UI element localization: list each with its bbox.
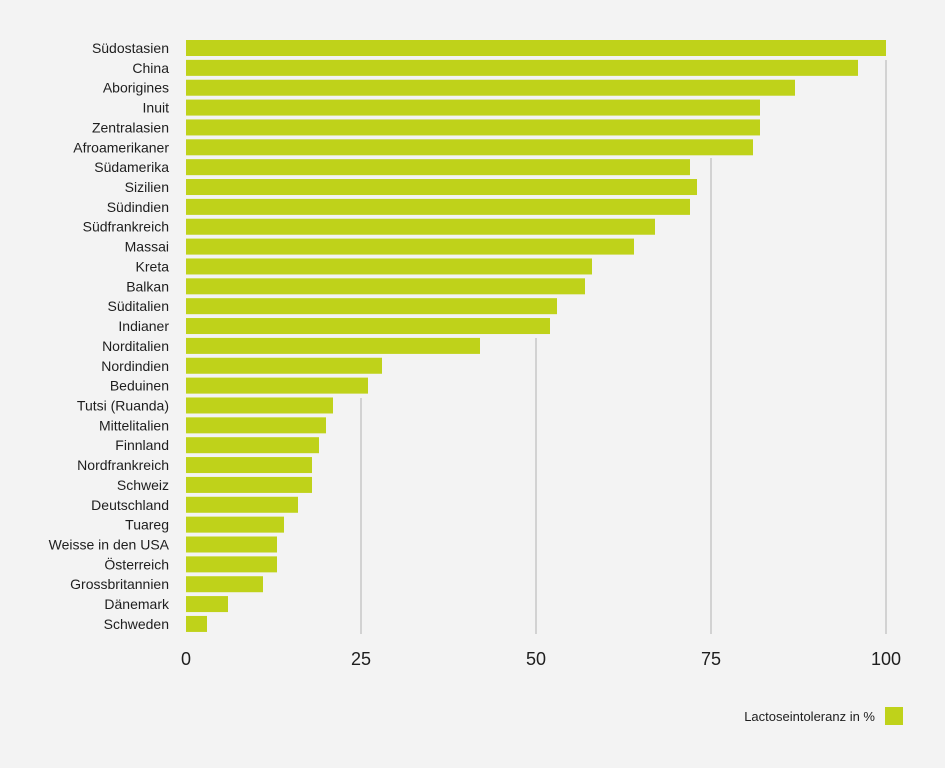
bar-26 [186, 556, 277, 573]
tick-label-0: 0 [181, 649, 191, 669]
category-label-7: Sizilien [125, 179, 169, 195]
category-label-23: Deutschland [91, 497, 169, 513]
bar-17 [186, 377, 368, 394]
bar-25 [186, 536, 277, 553]
category-label-29: Schweden [104, 616, 169, 632]
category-label-11: Kreta [136, 258, 170, 274]
bar-9 [186, 218, 655, 235]
bar-15 [186, 337, 480, 354]
bar-28 [186, 596, 228, 613]
bar-20 [186, 437, 319, 454]
bar-2 [186, 79, 795, 96]
tick-label-75: 75 [701, 649, 721, 669]
bar-14 [186, 318, 550, 335]
category-label-0: Südostasien [92, 40, 169, 56]
gridlines [360, 60, 887, 634]
category-label-19: Mittelitalien [99, 417, 169, 433]
bar-22 [186, 476, 312, 493]
bar-5 [186, 139, 753, 156]
bar-4 [186, 119, 760, 136]
bar-12 [186, 278, 585, 295]
category-label-10: Massai [125, 239, 169, 255]
legend-label: Lactoseintoleranz in % [744, 708, 875, 724]
category-label-14: Indianer [118, 318, 169, 334]
category-label-12: Balkan [126, 278, 169, 294]
category-label-8: Südindien [107, 199, 169, 215]
category-label-24: Tuareg [125, 517, 169, 533]
bar-18 [186, 397, 333, 414]
legend-swatch [885, 707, 903, 725]
category-label-25: Weisse in den USA [49, 537, 170, 553]
bars [186, 40, 886, 632]
category-label-1: China [132, 60, 169, 76]
bar-27 [186, 576, 263, 593]
category-labels: Südostasien China Aborigines Inuit Zentralas… [49, 40, 170, 632]
bar-10 [186, 238, 634, 255]
category-label-27: Grossbritannien [70, 576, 169, 592]
bar-6 [186, 159, 690, 176]
category-label-26: Österreich [104, 555, 169, 572]
bar-24 [186, 516, 284, 533]
bar-16 [186, 357, 382, 374]
category-label-28: Dänemark [104, 596, 170, 612]
bar-7 [186, 179, 697, 196]
category-label-17: Beduinen [110, 378, 169, 394]
legend: Lactoseintoleranz in % [744, 707, 903, 725]
tick-label-100: 100 [871, 649, 901, 669]
tick-label-25: 25 [351, 649, 371, 669]
category-label-9: Südfrankreich [83, 219, 169, 235]
category-label-4: Zentralasien [92, 119, 169, 135]
bar-1 [186, 59, 858, 76]
bar-21 [186, 457, 312, 474]
bar-19 [186, 417, 326, 434]
tick-label-50: 50 [526, 649, 546, 669]
x-axis-ticks: 0 25 50 75 100 [181, 649, 901, 669]
category-label-5: Afroamerikaner [73, 139, 169, 155]
bar-8 [186, 198, 690, 215]
category-label-13: Süditalien [108, 298, 170, 314]
category-label-20: Finnland [115, 437, 169, 453]
bar-13 [186, 298, 557, 315]
category-label-15: Norditalien [102, 338, 169, 354]
bar-0 [186, 40, 886, 56]
category-label-18: Tutsi (Ruanda) [77, 397, 169, 413]
category-label-6: Südamerika [94, 159, 169, 175]
bar-3 [186, 99, 760, 116]
category-label-2: Aborigines [103, 80, 169, 96]
category-label-22: Schweiz [117, 477, 169, 493]
category-label-3: Inuit [143, 100, 170, 116]
category-label-16: Nordindien [101, 358, 169, 374]
bar-23 [186, 496, 298, 513]
category-label-21: Nordfrankreich [77, 457, 169, 473]
bar-11 [186, 258, 592, 275]
bar-29 [186, 615, 207, 632]
